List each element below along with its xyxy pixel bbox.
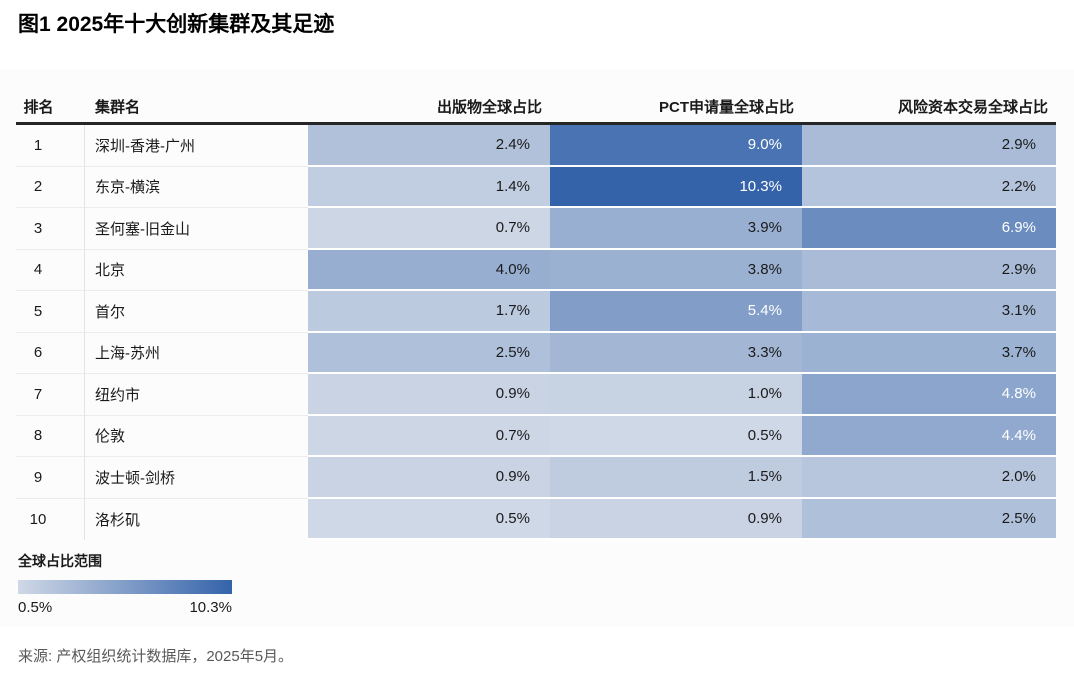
pct-value-cell: 3.9%: [550, 208, 802, 250]
heatmap-table: 排名 集群名 出版物全球占比 PCT申请量全球占比 风险资本交易全球占比 1 深圳…: [16, 80, 1056, 540]
pct-value-cell: 5.4%: [550, 291, 802, 333]
rank-cell: 7: [16, 374, 85, 416]
publications-value-cell: 4.0%: [308, 249, 550, 291]
rank-cell: 9: [16, 457, 85, 499]
cluster-name-cell: 深圳-香港-广州: [85, 125, 308, 167]
rank-cell: 5: [16, 291, 85, 333]
table-row: 1 深圳-香港-广州 2.4% 9.0% 2.9%: [16, 125, 1056, 167]
source-note: 来源: 产权组织统计数据库，2025年5月。: [18, 648, 294, 665]
table-body: 1 深圳-香港-广州 2.4% 9.0% 2.9% 2 东京-横滨 1.4% 10.3% 2.2%…: [16, 125, 1056, 540]
vc-value-cell: 2.9%: [802, 249, 1056, 291]
vc-value-cell: 4.4%: [802, 415, 1056, 457]
publications-value-cell: 0.7%: [308, 415, 550, 457]
table-row: 3 圣何塞-旧金山 0.7% 3.9% 6.9%: [16, 208, 1056, 250]
legend-title: 全球占比范围: [18, 553, 102, 569]
publications-value-cell: 2.4%: [308, 125, 550, 167]
pct-value-cell: 0.9%: [550, 498, 802, 540]
rank-cell: 10: [16, 498, 85, 540]
cluster-name-cell: 东京-横滨: [85, 167, 308, 208]
pct-value-cell: 9.0%: [550, 125, 802, 167]
header-rule: [16, 122, 1056, 125]
figure-title: 图1 2025年十大创新集群及其足迹: [18, 13, 335, 36]
cluster-name-cell: 上海-苏州: [85, 333, 308, 374]
cluster-name-cell: 纽约市: [85, 374, 308, 416]
pct-value-cell: 3.3%: [550, 332, 802, 374]
rank-cell: 6: [16, 332, 85, 374]
rank-cell: 3: [16, 208, 85, 250]
column-header-pct: PCT申请量全球占比: [658, 99, 794, 116]
table-header-row: 排名 集群名 出版物全球占比 PCT申请量全球占比 风险资本交易全球占比: [16, 80, 1056, 122]
vc-value-cell: 2.5%: [802, 498, 1056, 540]
table-row: 8 伦敦 0.7% 0.5% 4.4%: [16, 415, 1056, 457]
vc-value-cell: 3.1%: [802, 291, 1056, 333]
column-header-cluster: 集群名: [95, 99, 141, 116]
legend-min-label: 0.5%: [18, 599, 53, 616]
pct-value-cell: 3.8%: [550, 249, 802, 291]
vc-value-cell: 3.7%: [802, 332, 1056, 374]
vc-value-cell: 4.8%: [802, 374, 1056, 416]
cluster-name-cell: 圣何塞-旧金山: [85, 208, 308, 250]
table-row: 7 纽约市 0.9% 1.0% 4.8%: [16, 374, 1056, 416]
publications-value-cell: 2.5%: [308, 332, 550, 374]
cluster-name-cell: 北京: [85, 250, 308, 291]
pct-value-cell: 1.0%: [550, 374, 802, 416]
rank-cell: 4: [16, 249, 85, 291]
vc-value-cell: 2.2%: [802, 166, 1056, 208]
legend-max-label: 10.3%: [189, 599, 232, 616]
publications-value-cell: 0.9%: [308, 457, 550, 499]
table-row: 2 东京-横滨 1.4% 10.3% 2.2%: [16, 166, 1056, 208]
column-header-rank: 排名: [23, 99, 54, 116]
publications-value-cell: 1.7%: [308, 291, 550, 333]
table-row: 6 上海-苏州 2.5% 3.3% 3.7%: [16, 332, 1056, 374]
publications-value-cell: 1.4%: [308, 166, 550, 208]
rank-cell: 1: [16, 125, 85, 167]
column-header-vc: 风险资本交易全球占比: [897, 99, 1048, 116]
rank-cell: 8: [16, 415, 85, 457]
color-scale-legend: 全球占比范围 0.5% 10.3%: [18, 551, 232, 616]
table-row: 9 波士顿-剑桥 0.9% 1.5% 2.0%: [16, 457, 1056, 499]
publications-value-cell: 0.5%: [308, 498, 550, 540]
cluster-name-cell: 首尔: [85, 291, 308, 333]
column-header-publications: 出版物全球占比: [436, 99, 542, 116]
table-row: 5 首尔 1.7% 5.4% 3.1%: [16, 291, 1056, 333]
vc-value-cell: 2.0%: [802, 457, 1056, 499]
vc-value-cell: 2.9%: [802, 125, 1056, 167]
table-row: 4 北京 4.0% 3.8% 2.9%: [16, 249, 1056, 291]
pct-value-cell: 0.5%: [550, 415, 802, 457]
pct-value-cell: 1.5%: [550, 457, 802, 499]
rank-cell: 2: [16, 166, 85, 208]
table-row: 10 洛杉矶 0.5% 0.9% 2.5%: [16, 498, 1056, 540]
pct-value-cell: 10.3%: [550, 166, 802, 208]
publications-value-cell: 0.9%: [308, 374, 550, 416]
legend-labels: 0.5% 10.3%: [18, 599, 232, 616]
vc-value-cell: 6.9%: [802, 208, 1056, 250]
legend-gradient-bar: [18, 580, 232, 594]
cluster-name-cell: 伦敦: [85, 416, 308, 457]
publications-value-cell: 0.7%: [308, 208, 550, 250]
cluster-name-cell: 洛杉矶: [95, 511, 141, 529]
cluster-name-cell: 波士顿-剑桥: [85, 457, 308, 499]
